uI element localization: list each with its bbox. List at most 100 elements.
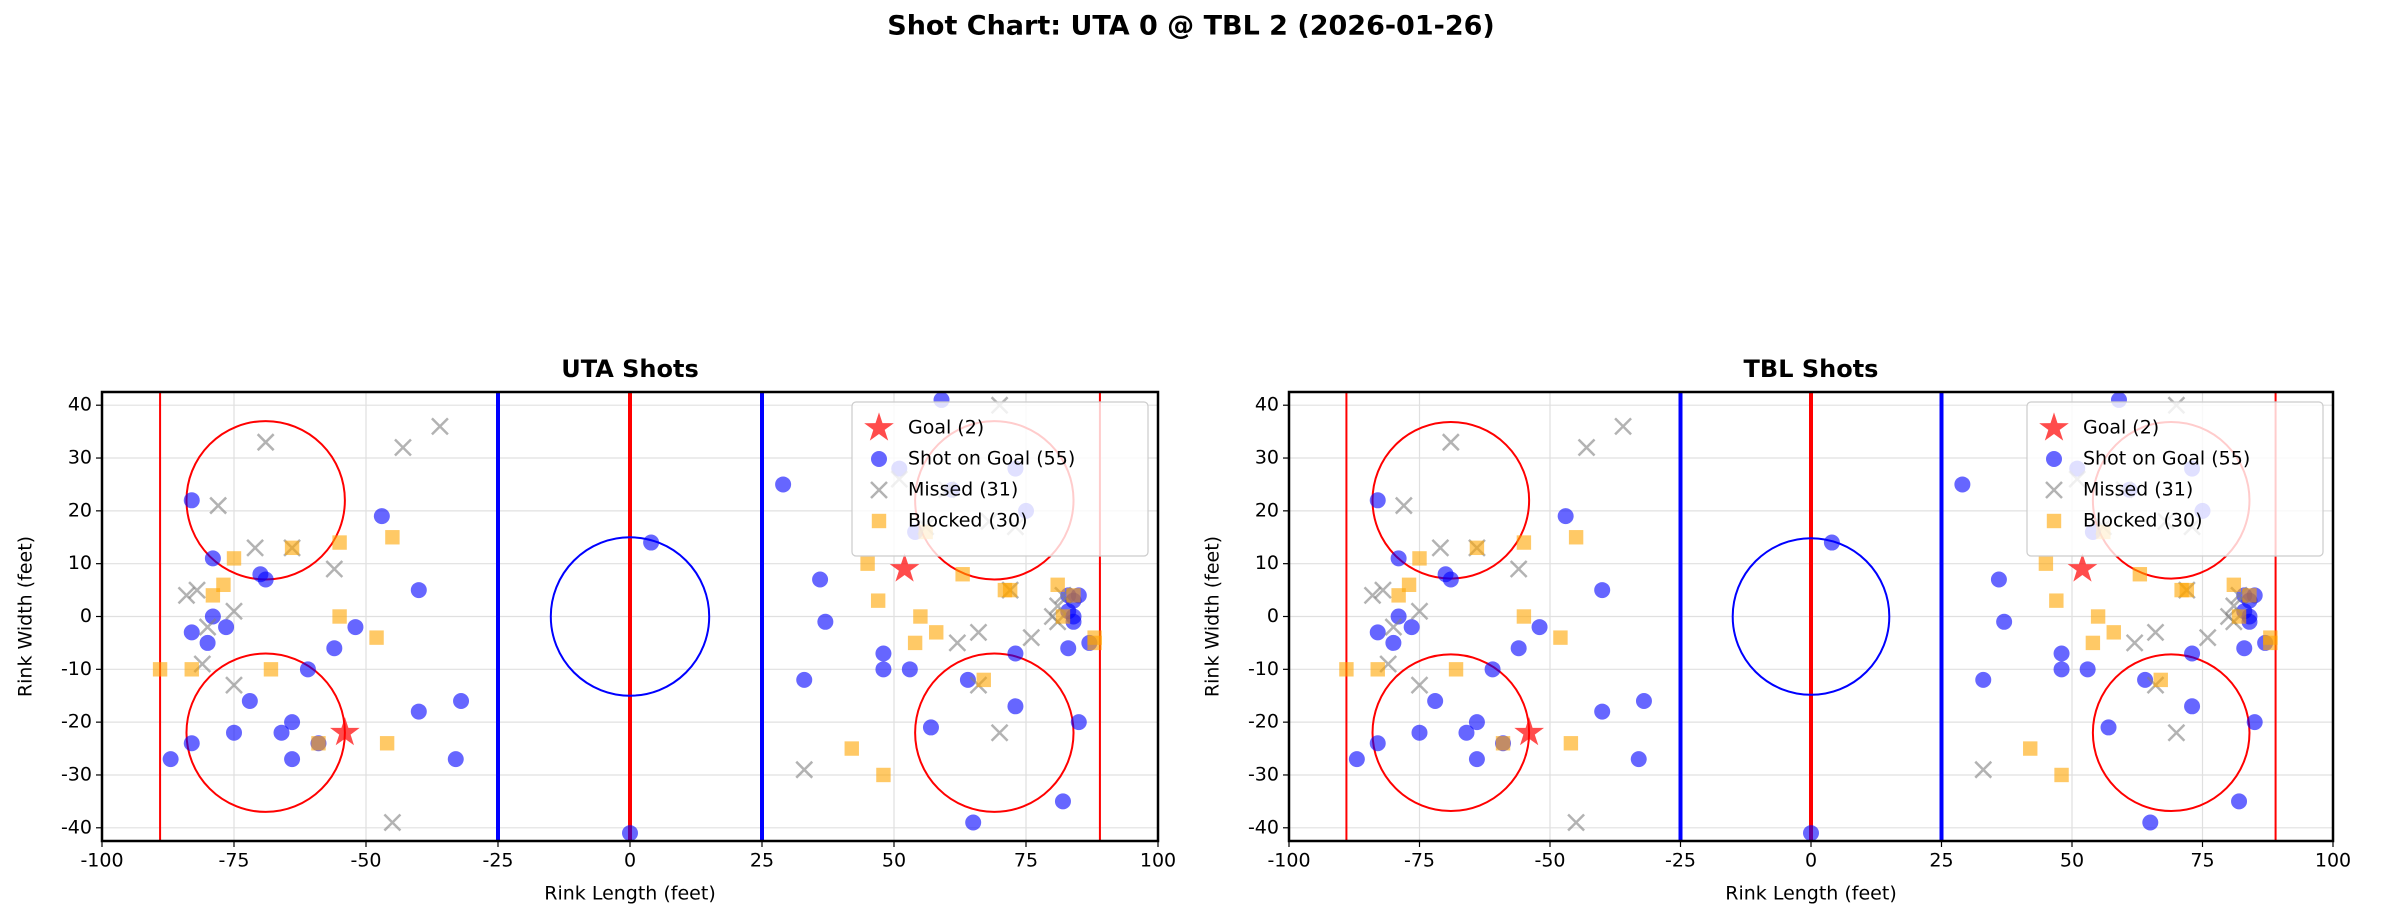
shot-point [817,613,834,630]
shot-point [241,693,258,710]
shot-point [263,662,279,677]
shot-point [1577,438,1596,457]
shot-point [216,577,231,593]
shot-point [2067,553,2098,582]
shot-point [1468,714,1485,731]
shot-point [379,736,395,751]
shot-point [1441,433,1460,452]
shot-point [870,593,886,608]
shot-point [2184,698,2201,715]
shot-point [1385,634,1402,651]
y-tick-label: 10 [1255,552,1279,574]
shot-point [1594,582,1611,599]
shot-point [1563,736,1579,751]
shot-point [1007,645,1024,662]
shot-point [2053,661,2070,678]
shot-point [183,492,200,509]
shot-point [1484,661,1501,678]
shot-point [1369,624,1386,641]
shot-point [2242,588,2257,603]
legend-label: Goal (2) [908,417,984,439]
y-axis-label: Rink Width (feet) [15,536,37,697]
shot-point [257,571,274,588]
shot-point [875,661,892,678]
y-tick-label: 30 [68,447,92,469]
shot-point [385,530,400,545]
shot-point [2263,635,2278,651]
shot-point [2125,634,2144,652]
shot-point [1002,582,1018,598]
x-tick-label: -75 [218,850,249,872]
y-tick-label: -40 [61,816,92,838]
y-tick-label: -30 [1248,763,1279,785]
shot-point [1803,825,1819,842]
shot-point [922,719,939,736]
shot-point [875,645,892,662]
shot-point [453,693,470,710]
shot-point [2100,719,2117,736]
shot-point [394,438,412,457]
shot-point [2179,582,2195,598]
legend-marker [2039,412,2069,441]
x-tick-label: 100 [2315,850,2351,872]
shot-point [184,662,199,677]
shot-point [162,751,179,768]
shot-point [1509,560,1528,578]
subplot-title: UTA Shots [561,355,699,383]
y-tick-label: -10 [61,658,92,680]
shot-point [955,567,970,582]
shot-point [1403,619,1420,636]
shot-point [2132,567,2148,582]
legend-marker [871,513,887,529]
shot-point [2153,672,2168,688]
shot-point [1055,609,1071,624]
shot-point [1390,550,1407,567]
shot-point [901,661,918,678]
figure-title: Shot Chart: UTA 0 @ TBL 2 (2026-01-26) [887,11,1495,42]
shot-point [1495,736,1511,751]
x-tick-label: -50 [350,850,381,872]
shot-point [2146,623,2165,642]
shot-point [1384,618,1403,636]
x-tick-label: -75 [1404,850,1435,872]
shot-point [2053,645,2070,662]
x-tick-label: -25 [482,850,513,872]
shot-point [1442,571,1459,588]
shot-point [1363,586,1382,605]
shot-point [2106,625,2121,640]
shot-point [326,640,343,657]
shot-point [1007,698,1024,715]
shot-point [1448,662,1464,677]
shot-point [1514,717,1544,746]
shot-point [330,717,360,746]
legend-label: Shot on Goal (55) [2083,448,2250,470]
shot-point [948,634,967,652]
shot-point [812,571,829,588]
shot-point [204,550,221,567]
shot-point [2085,635,2101,651]
shot-point [1070,714,1087,731]
shot-point [188,581,206,599]
shot-point [990,723,1009,742]
shot-point [1469,540,1485,556]
shot-point [1531,619,1548,636]
shot-point [1594,703,1611,720]
shot-point [273,724,290,741]
legend-label: Blocked (30) [908,510,1028,532]
shot-point [913,609,928,624]
shot-point [2038,556,2054,571]
faceoff-circle [1371,653,1531,813]
shot-point [1996,613,2013,630]
shot-point [1974,760,1993,779]
x-tick-label: 0 [1805,850,1817,872]
shot-point [199,634,216,651]
shot-point [1567,813,1585,832]
shot-point [183,735,200,752]
shot-point [204,608,221,625]
center-circle [549,536,711,697]
shot-point [2142,814,2159,831]
shot-point [1468,751,1485,768]
shot-point [1630,751,1647,768]
subplot: UTA Shots Rink Length (feet) Rink Width (f… [15,355,1177,905]
